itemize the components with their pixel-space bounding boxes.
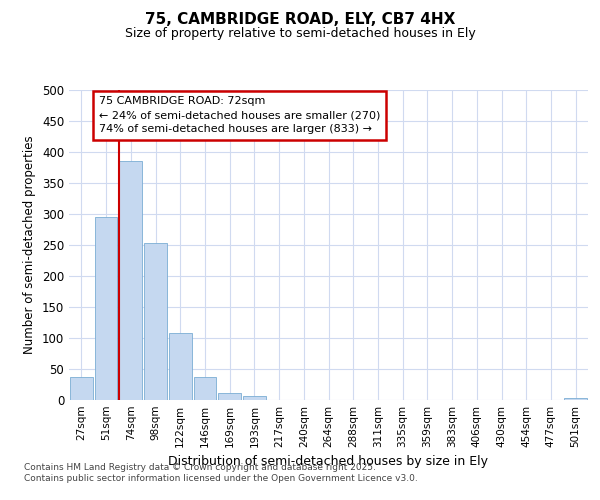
Text: Contains HM Land Registry data © Crown copyright and database right 2025.: Contains HM Land Registry data © Crown c…	[24, 462, 376, 471]
Bar	[95, 217, 118, 400]
Y-axis label: Number of semi-detached properties: Number of semi-detached properties	[23, 136, 37, 354]
Text: 75 CAMBRIDGE ROAD: 72sqm
← 24% of semi-detached houses are smaller (270)
74% of : 75 CAMBRIDGE ROAD: 72sqm ← 24% of semi-d…	[98, 96, 380, 134]
Bar	[144, 242, 167, 400]
Bar	[169, 333, 191, 400]
Bar	[218, 393, 241, 400]
Text: Size of property relative to semi-detached houses in Ely: Size of property relative to semi-detach…	[125, 28, 475, 40]
X-axis label: Distribution of semi-detached houses by size in Ely: Distribution of semi-detached houses by …	[169, 456, 488, 468]
Bar	[243, 396, 266, 400]
Bar	[194, 377, 216, 400]
Text: 75, CAMBRIDGE ROAD, ELY, CB7 4HX: 75, CAMBRIDGE ROAD, ELY, CB7 4HX	[145, 12, 455, 28]
Text: Contains public sector information licensed under the Open Government Licence v3: Contains public sector information licen…	[24, 474, 418, 483]
Bar	[119, 162, 142, 400]
Bar	[70, 377, 93, 400]
Bar	[564, 398, 587, 400]
